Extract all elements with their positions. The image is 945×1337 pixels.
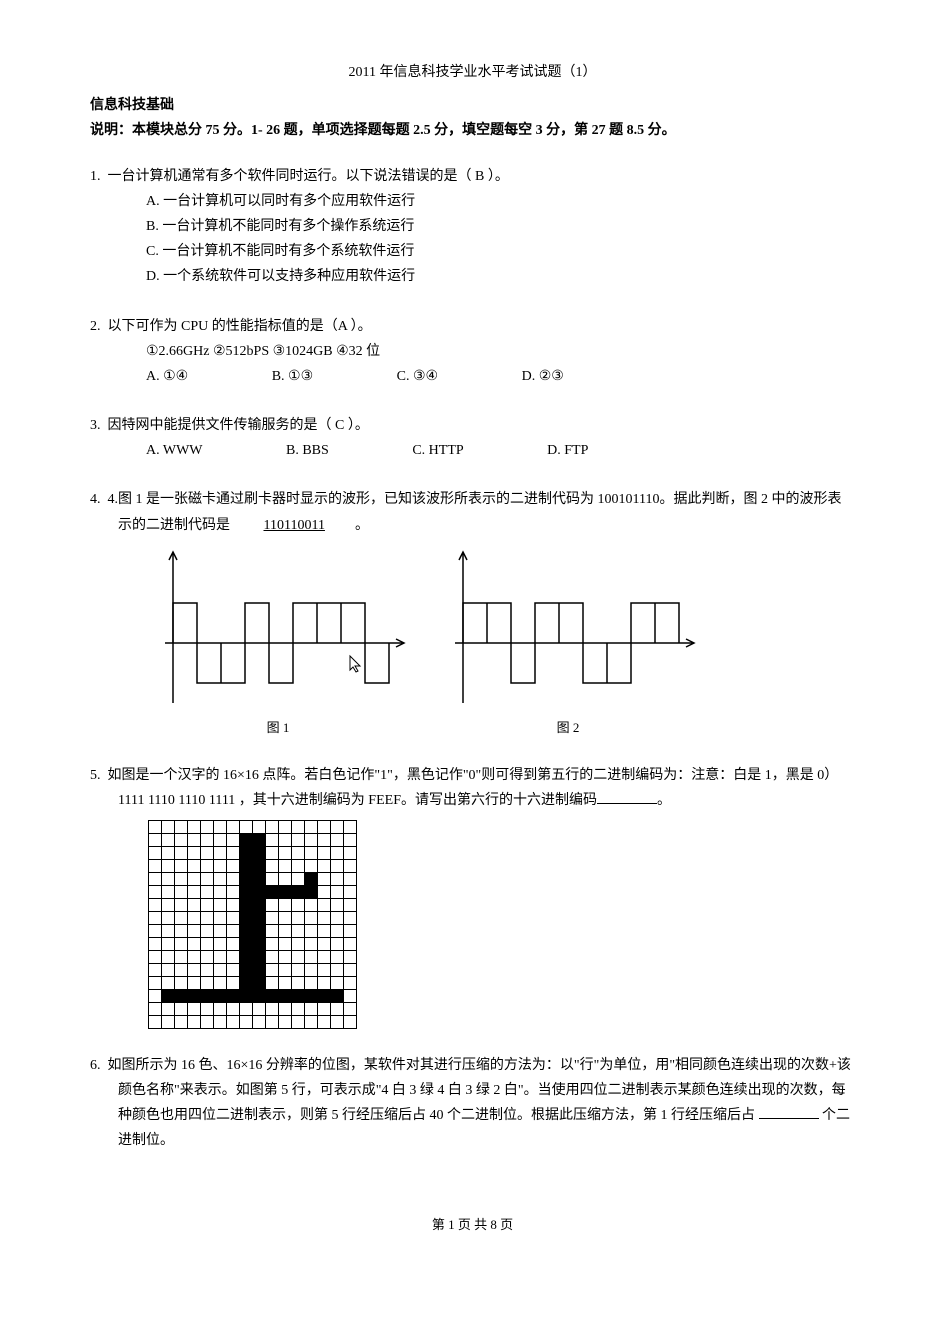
q1-num: 1.: [90, 169, 101, 184]
q3-opt-c: C. HTTP: [412, 438, 463, 463]
q4-stem-a: 4.图 1 是一张磁卡通过刷卡器时显示的波形，已知该波形所表示的二进制代码为 1…: [108, 492, 842, 532]
q6-blank: [759, 1104, 819, 1119]
q4-stem-b: 。: [355, 518, 369, 533]
pixel-grid: [148, 820, 357, 1029]
q3-num: 3.: [90, 418, 101, 433]
page-footer: 第 1 页 共 8 页: [90, 1213, 855, 1236]
question-3: 3. 因特网中能提供文件传输服务的是（ C ）。 A. WWW B. BBS C…: [90, 413, 855, 463]
q2-opt-d: D. ②③: [522, 364, 564, 389]
question-4: 4. 4.图 1 是一张磁卡通过刷卡器时显示的波形，已知该波形所表示的二进制代码…: [90, 487, 855, 759]
instructions: 说明：本模块总分 75 分。1- 26 题，单项选择题每题 2.5 分，填空题每…: [90, 118, 855, 143]
q6-stem: 如图所示为 16 色、16×16 分辨率的位图，某软件对其进行压缩的方法为：以"…: [108, 1058, 851, 1123]
section-header: 信息科技基础: [90, 93, 855, 118]
waveform-1-caption: 图 1: [148, 716, 408, 739]
q4-answer: 110110011: [234, 518, 355, 533]
waveform-2: 图 2: [438, 548, 698, 739]
q2-opt-b: B. ①③: [272, 364, 313, 389]
q6-num: 6.: [90, 1058, 101, 1073]
question-6: 6. 如图所示为 16 色、16×16 分辨率的位图，某软件对其进行压缩的方法为…: [90, 1053, 855, 1154]
page-title: 2011 年信息科技学业水平考试试题（1）: [90, 60, 855, 85]
q2-opt-a: A. ①④: [146, 364, 188, 389]
q1-opt-d: D. 一个系统软件可以支持多种应用软件运行: [146, 264, 855, 289]
q1-opt-b: B. 一台计算机不能同时有多个操作系统运行: [146, 214, 855, 239]
q2-stem: 以下可作为 CPU 的性能指标值的是（A ）。: [108, 319, 372, 334]
q1-opt-a: A. 一台计算机可以同时有多个应用软件运行: [146, 189, 855, 214]
q3-stem: 因特网中能提供文件传输服务的是（ C ）。: [108, 418, 369, 433]
question-1: 1. 一台计算机通常有多个软件同时运行。以下说法错误的是（ B ）。 A. 一台…: [90, 164, 855, 290]
waveform-2-caption: 图 2: [438, 716, 698, 739]
question-2: 2. 以下可作为 CPU 的性能指标值的是（A ）。 ①2.66GHz ②512…: [90, 314, 855, 390]
q1-opt-c: C. 一台计算机不能同时有多个系统软件运行: [146, 239, 855, 264]
q3-opt-b: B. BBS: [286, 438, 329, 463]
waveform-1: 图 1: [148, 548, 408, 739]
q2-sub: ①2.66GHz ②512bPS ③1024GB ④32 位: [146, 339, 855, 364]
q2-num: 2.: [90, 319, 101, 334]
q5-stem: 如图是一个汉字的 16×16 点阵。若白色记作"1"，黑色记作"0"则可得到第五…: [108, 768, 839, 808]
q3-opt-d: D. FTP: [547, 438, 588, 463]
cursor-icon: [348, 654, 362, 674]
q5-num: 5.: [90, 768, 101, 783]
question-5: 5. 如图是一个汉字的 16×16 点阵。若白色记作"1"，黑色记作"0"则可得…: [90, 763, 855, 1028]
q5-stem-end: 。: [657, 793, 671, 808]
waveform-1-svg: [148, 548, 408, 708]
q5-blank: [597, 789, 657, 804]
q1-stem: 一台计算机通常有多个软件同时运行。以下说法错误的是（ B ）。: [108, 169, 509, 184]
q3-opt-a: A. WWW: [146, 438, 203, 463]
q4-num: 4.: [90, 492, 101, 507]
waveform-2-svg: [438, 548, 698, 708]
q2-opt-c: C. ③④: [397, 364, 438, 389]
